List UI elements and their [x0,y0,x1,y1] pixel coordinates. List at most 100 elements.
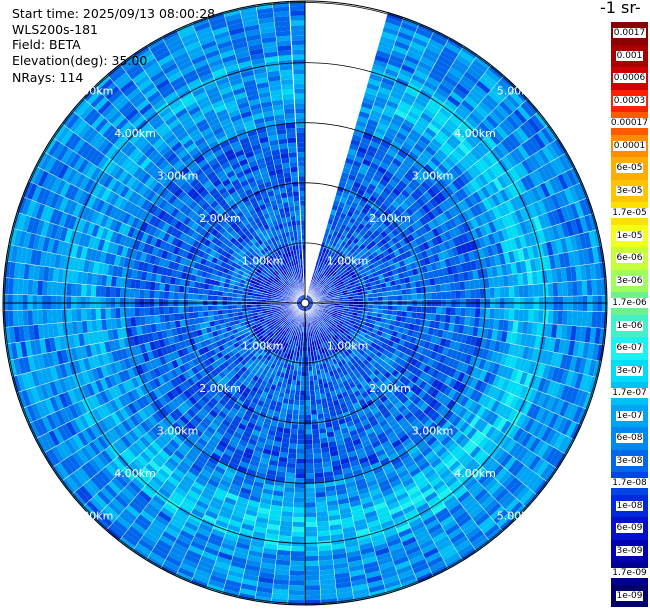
range-gate-cell [345,157,355,165]
range-gate-cell [335,326,341,331]
range-gate-cell [344,329,350,335]
range-gate-cell [289,1,306,7]
range-gate-cell [415,228,424,238]
range-gate-cell [359,141,370,150]
range-gate-cell [359,320,366,326]
range-gate-cell [468,530,484,544]
range-gate-cell [443,552,460,565]
range-gate-cell [417,116,431,128]
range-gate-cell [291,40,306,46]
range-gate-cell [310,399,316,406]
range-gate-cell [359,243,367,251]
range-gate-cell [323,264,329,270]
range-gate-cell [420,194,430,205]
range-gate-cell [450,349,459,360]
range-gate-cell [478,157,490,171]
range-gate-cell [333,200,341,207]
range-gate-cell [379,407,389,416]
range-gate-cell [423,418,434,429]
range-gate-cell [429,439,441,451]
range-gate-cell [474,215,484,228]
range-gate-cell [385,281,392,288]
range-gate-cell [407,329,414,337]
range-gate-cell [314,265,318,271]
range-gate-cell [428,342,436,352]
range-gate-cell [532,201,543,217]
range-gate-cell [588,230,597,248]
range-gate-cell [364,154,374,163]
range-gate-cell [413,32,431,44]
range-gate-cell [528,309,534,323]
range-gate-cell [436,292,442,300]
range-gate-cell [418,380,428,390]
range-gate-cell [358,298,364,302]
range-gate-cell [404,459,416,470]
range-gate-cell [365,123,377,132]
range-gate-cell [415,219,424,229]
range-gate-cell [551,382,561,398]
range-gate-cell [421,464,434,476]
range-gate-cell [356,240,363,248]
range-gate-cell [452,179,463,191]
range-gate-cell [550,160,562,177]
range-gate-cell [463,71,480,85]
range-gate-cell [509,297,515,310]
range-gate-cell [532,376,542,391]
ray-sector [305,278,607,304]
range-gate-cell [316,408,324,415]
range-gate-cell [372,289,378,294]
range-gate-cell [346,360,353,368]
range-gate-cell [437,178,449,189]
range-gate-cell [448,378,457,389]
range-gate-cell [406,485,420,497]
range-gate-cell [425,313,432,321]
range-gate-cell [483,458,497,472]
range-gate-cell [443,366,452,376]
range-gate-cell [432,253,440,263]
range-gate-cell [380,191,390,200]
range-gate-cell [316,277,321,283]
range-gate-cell [467,461,481,475]
range-gate-cell [470,289,476,299]
range-gate-cell [336,338,343,344]
range-gate-cell [510,332,518,345]
range-gate-cell [419,216,428,227]
range-gate-cell [439,515,455,528]
range-gate-cell [424,177,435,188]
range-gate-cell [469,63,486,77]
range-gate-cell [570,266,577,282]
range-gate-cell [488,132,501,146]
range-gate-cell [335,190,344,198]
range-gate-cell [484,256,492,268]
range-gate-cell [458,421,470,434]
range-gate-cell [423,257,431,266]
range-gate-cell [474,227,484,239]
range-gate-cell [363,297,369,302]
range-gate-cell [407,133,420,144]
range-gate-cell [461,474,475,488]
range-gate-cell [402,119,416,129]
range-gate-cell [484,339,492,351]
range-gate-cell [299,200,306,206]
range-gate-cell [361,101,374,110]
range-gate-cell [404,185,414,196]
range-gate-cell [501,156,514,171]
range-gate-cell [431,306,437,315]
range-gate-cell [348,174,357,182]
range-gate-cell [488,413,499,427]
range-gate-cell [340,341,346,348]
range-gate-cell [389,162,400,172]
range-gate-cell [384,277,391,283]
range-gate-cell [363,175,373,184]
range-gate-cell [423,213,432,224]
range-gate-cell [381,31,398,41]
range-gate-cell [312,438,321,445]
range-gate-cell [491,387,501,401]
range-gate-cell [452,130,466,143]
range-gate-cell [449,315,456,325]
range-gate-cell [360,418,370,427]
range-gate-cell [537,130,551,147]
range-gate-cell [304,507,316,513]
range-gate-cell [500,353,508,367]
range-gate-cell [417,61,434,72]
